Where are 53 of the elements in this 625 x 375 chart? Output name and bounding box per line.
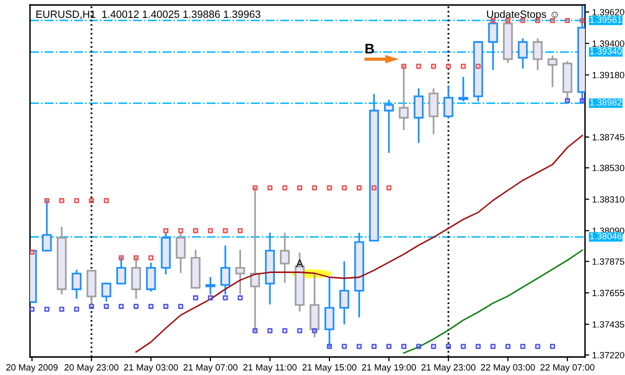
ref-line-label: 1.38982: [590, 99, 622, 106]
candlestick: [398, 65, 409, 130]
chart-title: EURUSD,H1 1.40012 1.40025 1.39886 1.39963: [36, 10, 260, 20]
x-tick-label: 20 May 2009: [6, 364, 58, 372]
candlestick: [131, 256, 142, 299]
candlestick: [532, 38, 543, 70]
candlestick: [42, 200, 52, 252]
x-tick-label: 21 May 11:00: [243, 364, 297, 372]
y-tick-label: 1.38310: [592, 196, 624, 203]
ref-line-label: 1.39340: [590, 48, 622, 54]
line-series: [135, 134, 583, 353]
line-series: [403, 250, 583, 354]
candlestick: [72, 270, 82, 299]
candlestick: [428, 88, 438, 134]
annotation: B: [366, 44, 374, 54]
y-tick-label: 1.38530: [592, 164, 624, 172]
y-tick-label: 1.37875: [592, 258, 624, 265]
annotation: A: [296, 259, 304, 268]
candlestick: [384, 100, 394, 153]
candlestick: [339, 261, 350, 324]
y-tick-label: 1.38745: [592, 134, 624, 140]
y-tick-label: 1.37220: [592, 352, 624, 358]
candlestick: [146, 262, 156, 292]
candlestick: [443, 85, 454, 119]
x-tick-label: 21 May 15:00: [302, 364, 356, 372]
ref-line-label: 1.38046: [590, 232, 622, 240]
x-tick-label: 21 May 19:00: [362, 364, 416, 372]
candlestick: [220, 246, 230, 294]
x-tick-label: 21 May 03:00: [124, 364, 178, 372]
candlestick: [548, 55, 558, 88]
x-tick-label: 21 May 23:00: [422, 364, 476, 372]
x-tick-label: 22 May 03:00: [481, 364, 535, 372]
ref-line-label: 1.39561: [590, 16, 622, 23]
y-tick-label: 1.39180: [592, 72, 624, 78]
candlestick: [116, 256, 126, 284]
x-tick-label: 20 May 23:00: [64, 364, 118, 372]
candlestick: [414, 88, 424, 143]
y-tick-label: 1.37435: [592, 321, 624, 328]
x-tick-label: 22 May 07:00: [540, 364, 594, 372]
y-tick-label: 1.39400: [592, 40, 624, 47]
y-tick-label: 1.39620: [592, 8, 624, 16]
x-tick-label: 21 May 07:00: [184, 364, 238, 372]
candlestick: [235, 250, 246, 294]
candlestick: [324, 276, 334, 348]
candlestick: [518, 38, 528, 69]
annotation: UpdateStops ☺: [487, 10, 558, 20]
candlestick: [176, 232, 186, 273]
candlestick: [101, 282, 112, 302]
candlestick: [280, 232, 290, 283]
candlestick: [250, 186, 260, 332]
candlestick: [206, 276, 216, 294]
y-tick-label: 1.37655: [592, 290, 624, 296]
candlestick: [458, 76, 468, 102]
